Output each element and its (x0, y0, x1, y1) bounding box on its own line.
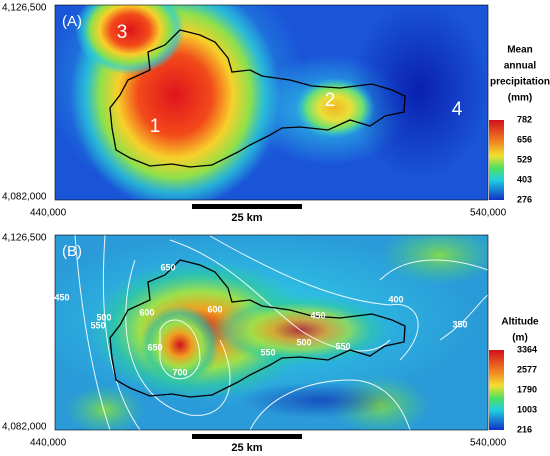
x-coord: 540,000 (470, 438, 507, 449)
contour-label: 600 (139, 307, 154, 317)
legend-title: Altitude (501, 317, 539, 328)
x-coord: 440,000 (30, 438, 67, 449)
contour-label: 650 (147, 342, 162, 352)
legend: Mean annual precipitation (mm) 782 656 529 403 2… (489, 45, 550, 204)
y-coord: 4,126,500 (2, 3, 47, 14)
scale-bar (192, 204, 302, 209)
legend-title: (m) (512, 333, 528, 344)
panel-label: (B) (62, 243, 82, 260)
map-frame (54, 234, 489, 431)
legend-tick: 656 (517, 134, 532, 144)
contour-label: 450 (54, 292, 69, 302)
legend-tick: 1790 (517, 384, 537, 394)
color-bar (489, 350, 504, 430)
scale-label: 25 km (231, 442, 262, 454)
color-bar (489, 120, 504, 200)
contour-label: 700 (172, 367, 187, 377)
zone-label: 2 (325, 90, 336, 111)
x-coord: 540,000 (470, 208, 507, 219)
legend-title: precipitation (490, 77, 550, 88)
scale-bar (192, 434, 302, 439)
x-coord: 440,000 (30, 208, 67, 219)
map-frame (54, 4, 489, 201)
legend-tick: 529 (517, 154, 532, 164)
contour-label: 550 (90, 320, 105, 330)
contour-label: 500 (296, 337, 311, 347)
legend-tick: 403 (517, 174, 532, 184)
legend-tick: 2577 (517, 364, 537, 374)
contour-label: 450 (310, 310, 325, 320)
legend-title: annual (504, 61, 536, 72)
contour-label: 350 (452, 319, 467, 329)
contour-label: 550 (260, 347, 275, 357)
zone-label: 3 (117, 22, 128, 43)
legend-title: (mm) (508, 93, 532, 104)
zone-label: 1 (150, 116, 161, 137)
contour-label: 650 (160, 262, 175, 272)
legend-title: Mean (507, 45, 533, 56)
zone-label: 4 (452, 99, 463, 120)
legend: Altitude (m)3364 2577 1790 1003 216 (489, 317, 539, 434)
contour-label: 400 (388, 294, 403, 304)
legend-tick: 1003 (517, 404, 537, 414)
scale-label: 25 km (231, 212, 262, 224)
altitude-map (55, 235, 488, 430)
y-coord: 4,126,500 (2, 233, 47, 244)
contour-label: 600 (207, 304, 222, 314)
y-coord: 4,082,000 (2, 422, 47, 433)
y-coord: 4,082,000 (2, 192, 47, 203)
legend-tick: 3364 (517, 344, 537, 354)
panel-label: (A) (62, 13, 82, 30)
precipitation-map (55, 5, 488, 200)
contour-label: 500 (96, 312, 111, 322)
legend-tick: 216 (517, 424, 532, 434)
legend-tick: 276 (517, 194, 532, 204)
legend-tick: 782 (517, 114, 532, 124)
contour-label: 550 (335, 341, 350, 351)
